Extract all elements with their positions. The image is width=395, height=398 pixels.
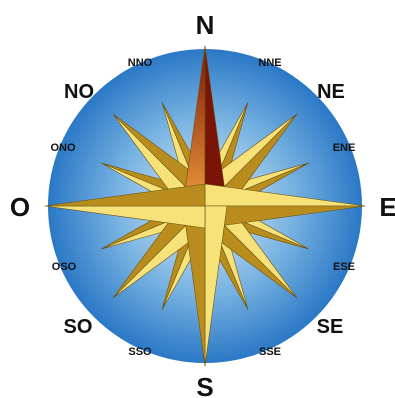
label-oso: OSO xyxy=(52,261,77,273)
compass-points xyxy=(44,45,366,367)
label-ene: ENE xyxy=(333,142,356,154)
label-nne: NNE xyxy=(258,57,281,69)
label-so: SO xyxy=(64,316,93,338)
compass-labels: N E S O NE SE SO NO NNE ENE ESE SSE SSO … xyxy=(10,10,395,398)
label-se: SE xyxy=(317,316,344,338)
label-e: E xyxy=(379,192,395,222)
label-s: S xyxy=(196,372,213,398)
label-sso: SSO xyxy=(128,346,152,358)
label-o: O xyxy=(10,192,30,222)
label-sse: SSE xyxy=(259,346,281,358)
point-o-shadow-half xyxy=(44,183,206,207)
label-ne: NE xyxy=(317,81,345,103)
label-ese: ESE xyxy=(333,261,355,273)
label-n: N xyxy=(196,10,215,40)
label-no: NO xyxy=(64,81,94,103)
label-ono: ONO xyxy=(50,142,76,154)
label-nno: NNO xyxy=(128,57,153,69)
